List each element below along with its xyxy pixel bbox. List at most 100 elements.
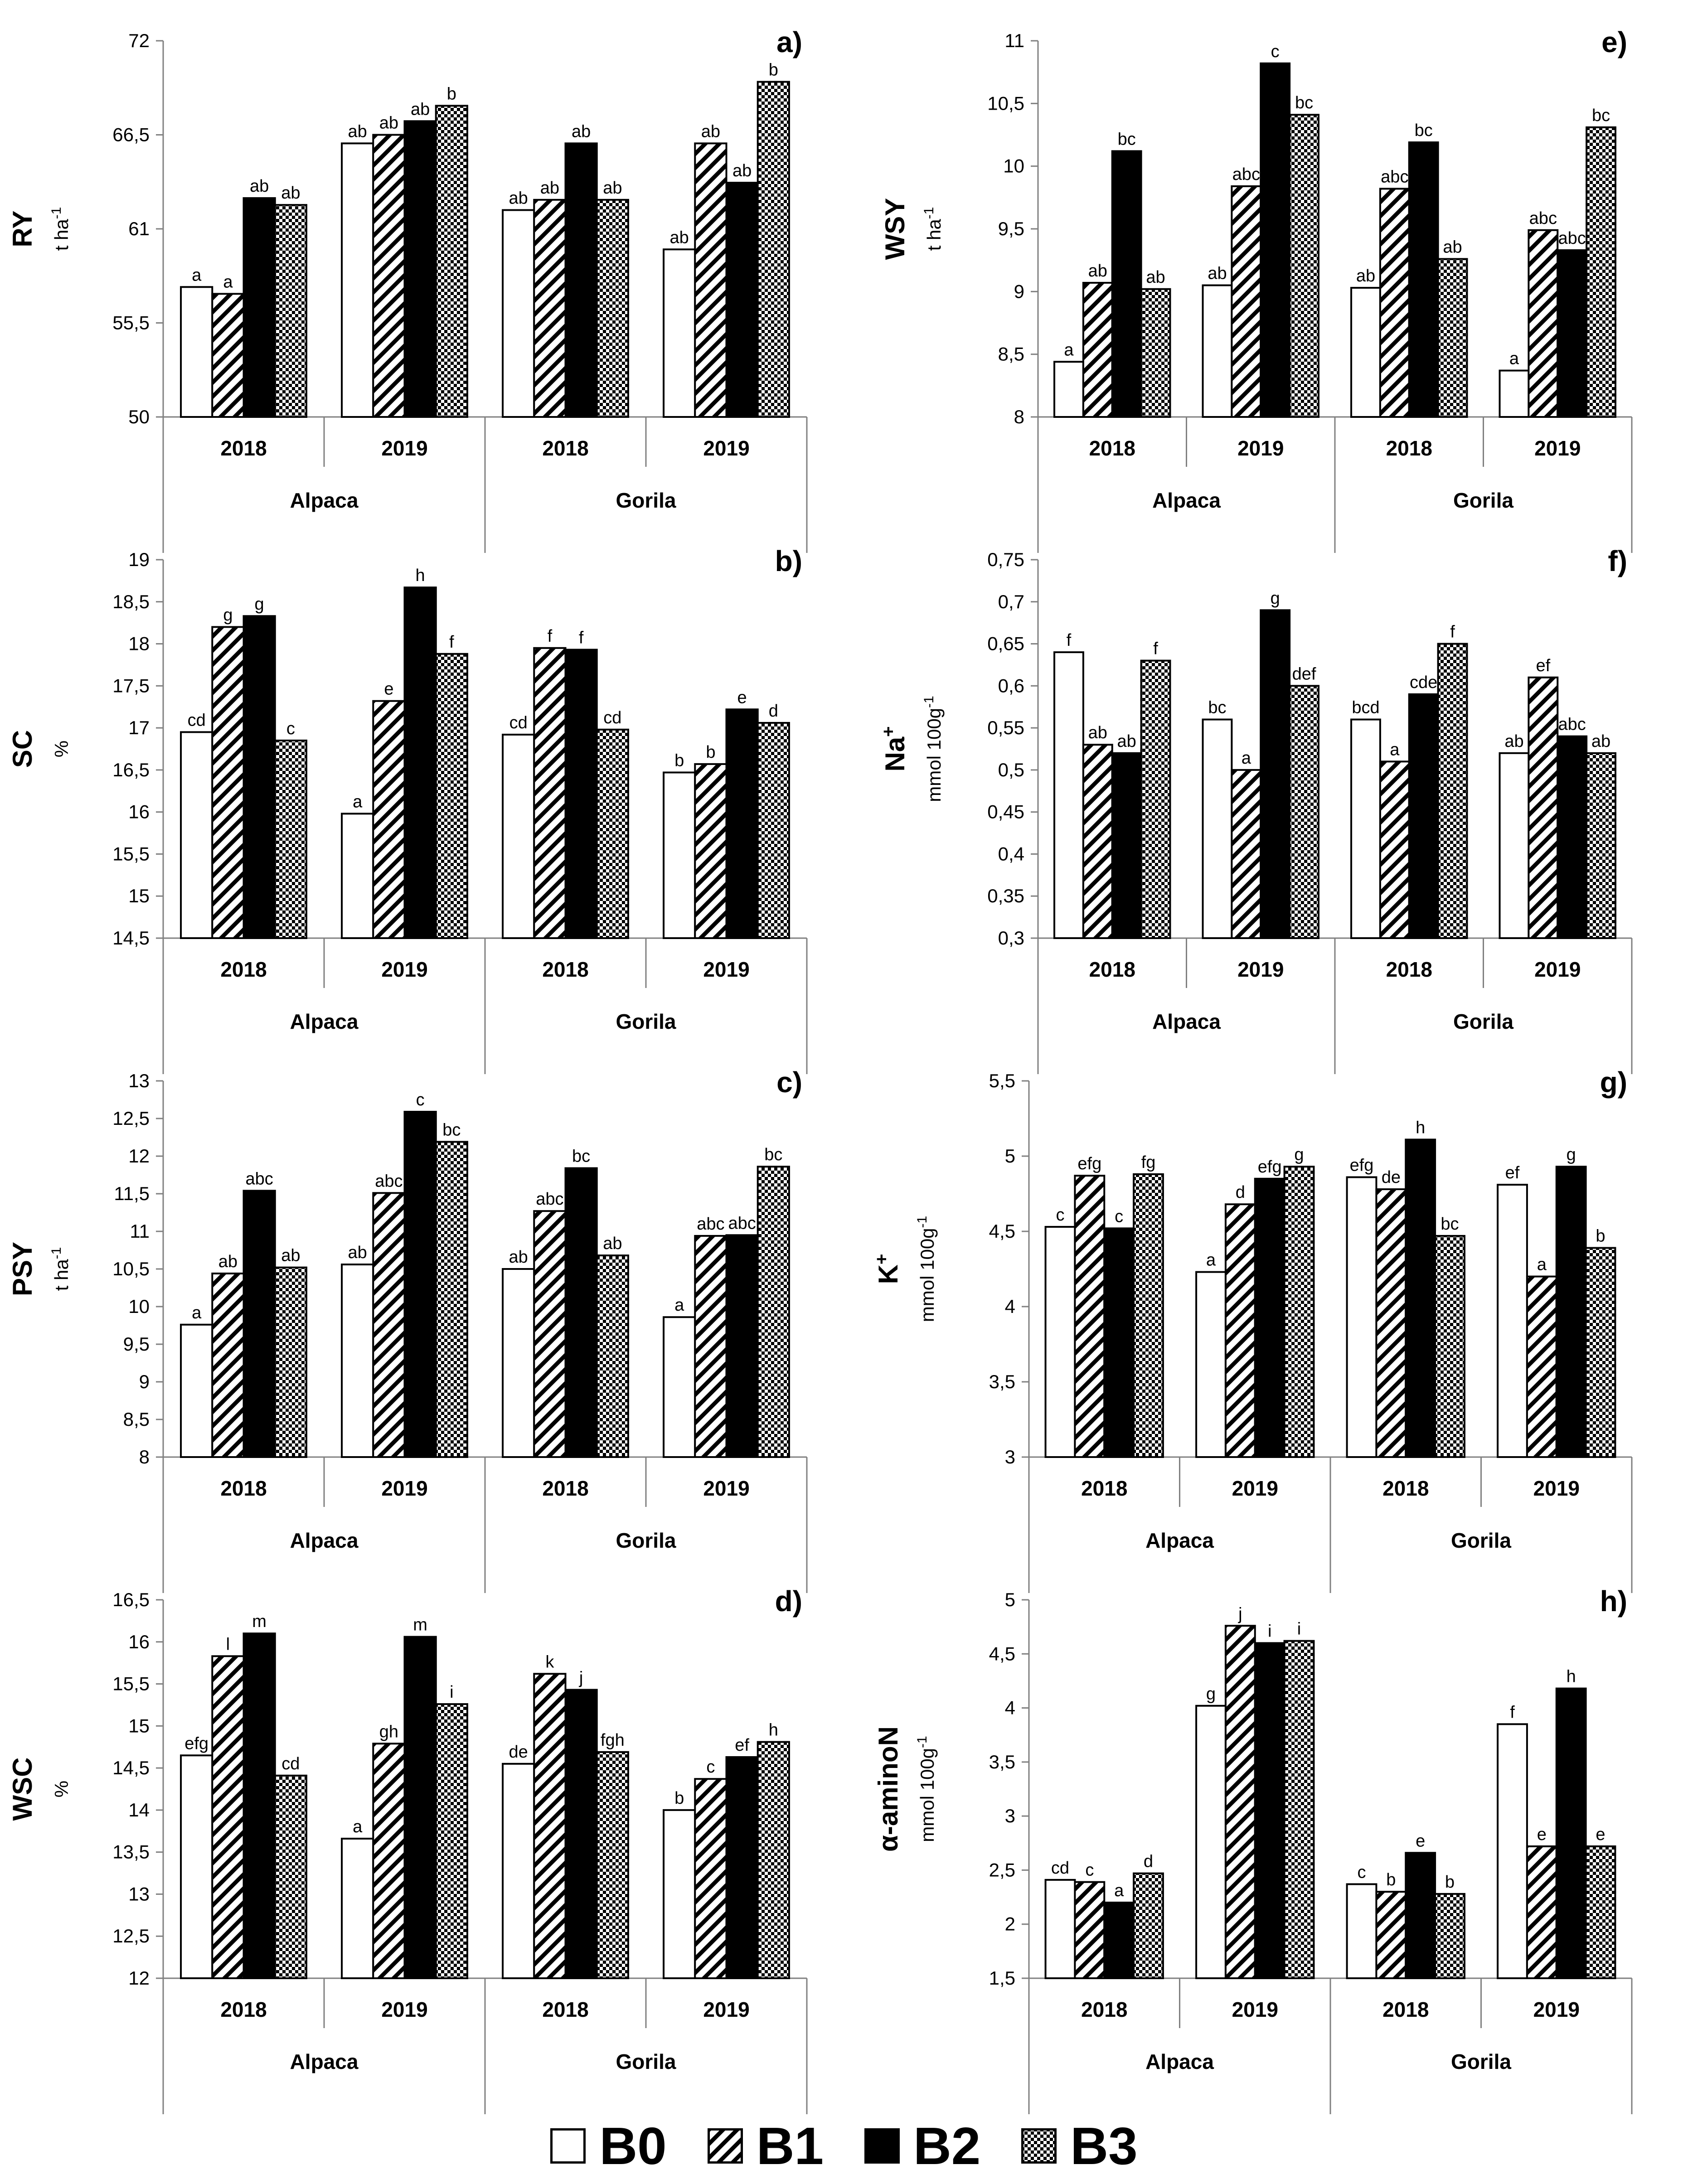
significance-letter: fg	[1141, 1153, 1156, 1172]
bar-b2-h-3	[1555, 1687, 1587, 1980]
x-tick-label: 2019	[381, 436, 427, 460]
bar-b3-d-0	[274, 1774, 307, 1979]
significance-letter: d	[1144, 1852, 1153, 1871]
significance-letter: f	[1153, 639, 1158, 659]
significance-letter: j	[579, 1669, 583, 1688]
y-tick-label: 17,5	[112, 675, 150, 696]
bar-b2-c-3	[725, 1234, 759, 1458]
y-tick-label: 55,5	[112, 312, 150, 334]
significance-letter: abc	[1529, 209, 1557, 228]
bar-b3-f-1	[1289, 685, 1319, 939]
y-tick-label: 3,5	[989, 1751, 1015, 1772]
significance-letter: cde	[1410, 673, 1437, 692]
y-tick-label: 8,5	[123, 1409, 150, 1430]
chart-panel-f: 0,3 0,35 0,4 0,45 0,5 0,55 0,6 0,65 0,7 0,75 2018 2…	[878, 545, 1633, 1074]
significance-letter: e	[737, 688, 747, 707]
bar-b0-e-2	[1350, 287, 1381, 418]
bar-b0-d-2	[502, 1763, 535, 1979]
y-title: WSY	[880, 198, 910, 260]
group-label: Alpaca	[1152, 1010, 1221, 1033]
bar-b3-c-0	[274, 1266, 307, 1458]
group-label: Alpaca	[290, 1529, 359, 1552]
x-tick-label: 2019	[381, 1998, 427, 2021]
bar-b0-h-2	[1346, 1883, 1378, 1980]
y-tick-label: 18	[128, 633, 150, 654]
bar-b3-h-2	[1434, 1893, 1465, 1979]
significance-letter: h	[1567, 1667, 1576, 1686]
bar-b3-d-1	[435, 1703, 468, 1979]
legend-label-b1: B1	[756, 2116, 824, 2175]
significance-letter: de	[1382, 1168, 1401, 1187]
significance-letter: ef	[1536, 656, 1550, 675]
significance-letter: b	[1445, 1873, 1455, 1892]
y-tick-label: 4,5	[989, 1643, 1015, 1664]
bar-b3-g-1	[1283, 1166, 1315, 1458]
bar-b1-g-2	[1375, 1188, 1407, 1458]
significance-letter: a	[1114, 1881, 1124, 1900]
panel-label: e)	[1601, 26, 1627, 58]
x-tick-label: 2019	[703, 436, 749, 460]
panel-label: a)	[776, 26, 802, 58]
bar-b0-f-3	[1499, 752, 1530, 939]
significance-letter: a	[1206, 1251, 1216, 1270]
bar-b3-a-0	[274, 204, 307, 418]
bar-b1-b-1	[372, 700, 406, 939]
bar-b0-b-1	[341, 813, 374, 939]
significance-letter: ab	[603, 179, 622, 198]
chart-panel-a: 50 55,5 61 66,5 72 2018 2019 2018 2019 Alpaca Gori…	[7, 26, 808, 553]
significance-letter: a	[353, 1817, 363, 1836]
significance-letter: f	[1450, 623, 1455, 642]
significance-letter: cd	[603, 708, 621, 727]
significance-letter: h	[1416, 1118, 1425, 1137]
bar-b2-c-2	[564, 1167, 598, 1458]
y-tick-label: 2	[1005, 1913, 1015, 1935]
bar-b2-d-2	[564, 1689, 598, 1979]
y-title: K+	[872, 1254, 903, 1284]
significance-letter: c	[706, 1758, 715, 1777]
significance-letter: a	[674, 1296, 684, 1315]
y-unit: %	[51, 741, 72, 757]
y-tick-label: 5	[1005, 1589, 1015, 1610]
significance-letter: ab	[540, 179, 559, 198]
x-tick-label: 2019	[1534, 436, 1581, 460]
significance-letter: i	[450, 1683, 453, 1702]
bar-b0-e-3	[1499, 369, 1530, 418]
y-tick-label: 10	[128, 1296, 150, 1317]
bar-b3-g-3	[1585, 1247, 1616, 1458]
significance-letter: ab	[281, 184, 300, 203]
y-tick-label: 14	[128, 1799, 150, 1821]
significance-letter: ab	[572, 122, 591, 141]
significance-letter: efg	[1350, 1156, 1374, 1175]
significance-letter: abc	[1558, 229, 1586, 248]
bar-b3-g-2	[1434, 1235, 1465, 1458]
y-tick-label: 0,65	[987, 633, 1024, 654]
significance-letter: g	[255, 595, 264, 614]
y-unit: mmol 100g-1	[922, 696, 945, 802]
y-title: WSC	[7, 1758, 38, 1821]
y-tick-label: 12	[128, 1145, 150, 1167]
significance-letter: ab	[348, 122, 367, 141]
significance-letter: efg	[1077, 1154, 1101, 1173]
panel-label: g)	[1600, 1066, 1627, 1099]
bar-b1-c-2	[533, 1210, 567, 1458]
significance-letter: e	[1537, 1825, 1547, 1844]
legend-item-b3: B3	[1021, 2120, 1138, 2172]
bar-b2-d-1	[403, 1636, 437, 1980]
x-tick-label: 2018	[1089, 436, 1135, 460]
significance-letter: h	[769, 1721, 778, 1740]
significance-letter: cd	[188, 711, 206, 730]
x-tick-label: 2018	[542, 958, 588, 981]
bar-b0-g-3	[1497, 1184, 1528, 1458]
significance-letter: a	[353, 792, 363, 811]
bar-b0-a-1	[341, 142, 374, 418]
bar-b3-f-2	[1437, 643, 1468, 939]
significance-letter: c	[1056, 1206, 1064, 1225]
significance-letter: g	[1567, 1145, 1576, 1164]
bar-b2-b-2	[564, 649, 598, 939]
significance-letter: b	[706, 743, 715, 762]
significance-letter: ab	[1504, 732, 1523, 751]
significance-letter: a	[1390, 740, 1400, 759]
panel-label: d)	[775, 1585, 802, 1617]
bar-b1-f-0	[1082, 744, 1113, 939]
bar-b0-h-3	[1497, 1723, 1528, 1980]
